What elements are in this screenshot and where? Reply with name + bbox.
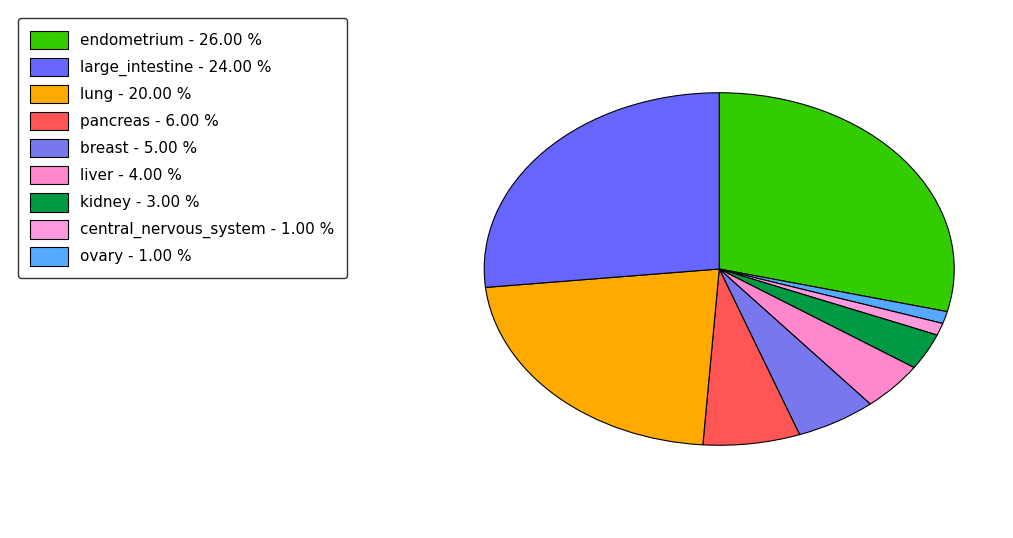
Wedge shape xyxy=(719,269,943,335)
Wedge shape xyxy=(703,269,799,445)
Wedge shape xyxy=(484,93,719,287)
Wedge shape xyxy=(719,269,937,367)
Wedge shape xyxy=(719,269,947,323)
Wedge shape xyxy=(719,269,870,435)
Wedge shape xyxy=(719,269,914,404)
Wedge shape xyxy=(485,269,719,445)
Wedge shape xyxy=(719,93,954,312)
Legend: endometrium - 26.00 %, large_intestine - 24.00 %, lung - 20.00 %, pancreas - 6.0: endometrium - 26.00 %, large_intestine -… xyxy=(18,18,346,278)
